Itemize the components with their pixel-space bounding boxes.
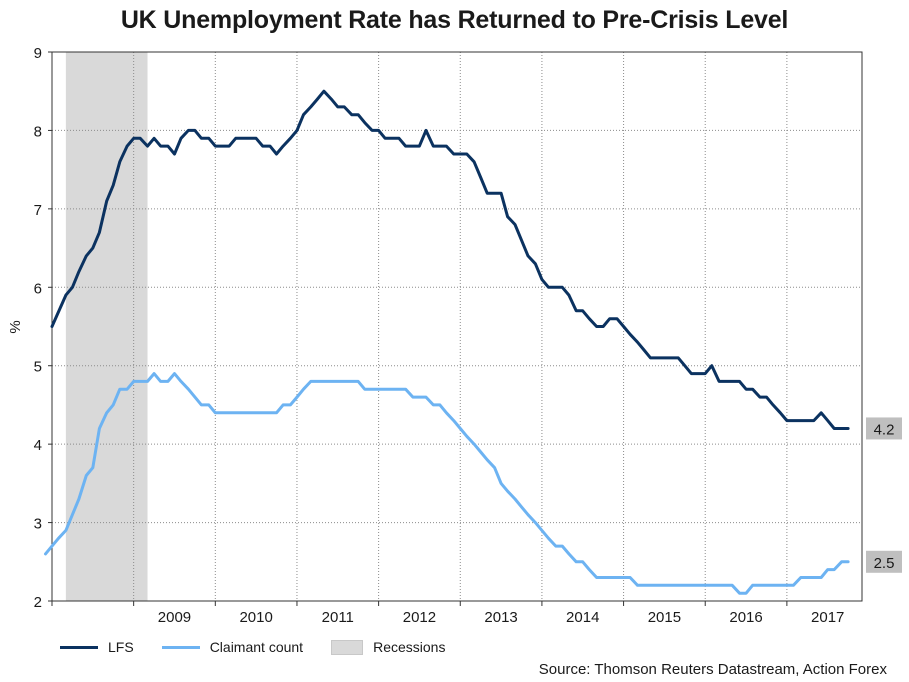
- y-tick-label-5: 5: [34, 359, 42, 376]
- x-tick-label-2012: 2012: [403, 609, 436, 626]
- end-label-lfs: 4.2: [874, 421, 895, 438]
- y-tick-label-9: 9: [34, 45, 42, 62]
- legend-item-claimant-count: Claimant count: [161, 639, 304, 655]
- legend-swatch-recessions: [331, 639, 364, 655]
- x-tick-label-2009: 2009: [158, 609, 191, 626]
- series-line-claimant-count: [44, 372, 850, 595]
- x-tick-label-2011: 2011: [322, 609, 354, 626]
- y-tick-label-7: 7: [34, 202, 42, 219]
- legend-item-recessions: Recessions: [331, 639, 445, 655]
- y-tick-label-4: 4: [34, 437, 42, 454]
- series-line-lfs: [50, 89, 850, 430]
- legend-label-lfs: LFS: [108, 639, 134, 655]
- x-tick-label-2014: 2014: [566, 609, 599, 626]
- chart-title: UK Unemployment Rate has Returned to Pre…: [120, 6, 789, 34]
- x-tick-label-2016: 2016: [729, 609, 762, 626]
- end-label-box-lfs: [866, 417, 902, 440]
- end-label-box-claimant-count: [866, 550, 902, 573]
- source-note: Source: Thomson Reuters Datastream, Acti…: [538, 661, 887, 678]
- x-tick-label-2015: 2015: [648, 609, 681, 626]
- legend-swatch-lfs: [60, 645, 98, 649]
- x-tick-label-2017: 2017: [811, 609, 844, 626]
- legend-swatch-claimant-count: [161, 645, 200, 649]
- y-tick-label-8: 8: [34, 123, 42, 140]
- recession-band: [65, 52, 148, 601]
- legend-label-claimant-count: Claimant count: [209, 639, 304, 655]
- legend-label-recessions: Recessions: [373, 639, 446, 655]
- end-label-claimant-count: 2.5: [874, 555, 895, 572]
- legend-item-lfs: LFS: [60, 639, 134, 655]
- plot-frame: [51, 51, 863, 602]
- y-tick-label-6: 6: [34, 280, 42, 297]
- y-axis-label: %: [7, 320, 24, 333]
- legend: LFS Claimant count Recessions: [60, 638, 473, 656]
- x-tick-label-2010: 2010: [239, 609, 272, 626]
- x-tick-label-2013: 2013: [484, 609, 517, 626]
- y-tick-label-2: 2: [34, 594, 42, 611]
- y-tick-label-3: 3: [34, 516, 42, 533]
